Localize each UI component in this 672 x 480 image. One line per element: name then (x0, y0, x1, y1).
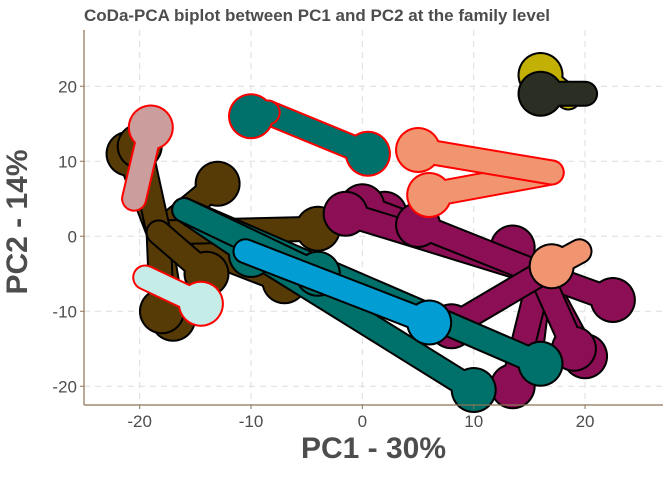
x-tick-label: 10 (464, 412, 483, 431)
series-8-arrow-0 (528, 238, 593, 290)
y-tick-label: 0 (68, 227, 77, 246)
series-4-arrow-0 (132, 264, 224, 327)
x-tick-label: -20 (127, 412, 152, 431)
arrow-head (408, 174, 451, 216)
arrow-head (552, 327, 595, 370)
series-10-arrow-0 (517, 70, 599, 117)
series-1-arrow-8 (395, 202, 554, 287)
arrow-head (346, 132, 389, 175)
series-3-arrow-0 (232, 238, 453, 346)
y-tick-label: -10 (52, 302, 77, 321)
x-tick-label: 20 (576, 412, 595, 431)
y-tick-label: 10 (58, 152, 77, 171)
series-6-arrow-1 (228, 93, 281, 140)
arrow-head (530, 245, 573, 288)
arrow-layer (105, 52, 636, 413)
arrow-head (230, 95, 273, 138)
x-tick-label: 0 (358, 412, 367, 431)
arrow-head (408, 301, 451, 344)
series-0-arrow-7 (145, 219, 230, 297)
arrow-head (179, 282, 222, 325)
arrow-head (129, 106, 172, 149)
arrow-head (519, 342, 562, 385)
arrow-shaft (407, 214, 552, 285)
x-axis-title: PC1 - 30% (300, 432, 447, 465)
arrow-shaft (234, 240, 441, 334)
arrow-head (591, 279, 634, 321)
axis-layer: -20 -10 0 10 20 -20 -10 0 10 20 (52, 30, 663, 431)
series-5-arrow-0 (121, 104, 174, 212)
chart-title: CoDa-PCA biplot between PC1 and PC2 at t… (84, 6, 551, 25)
y-tick-label: 20 (58, 77, 77, 96)
arrow-head (452, 369, 495, 411)
y-axis-title: PC2 - 14% (1, 149, 34, 295)
y-tick-label: -20 (52, 377, 77, 396)
arrow-shaft (407, 139, 563, 184)
series-7-arrow-1 (395, 127, 565, 186)
arrow-head (324, 192, 367, 235)
x-tick-label: -10 (239, 412, 264, 431)
arrow-head (196, 162, 239, 205)
series-6-arrow-0 (254, 99, 391, 177)
arrow-head (397, 129, 440, 171)
arrow-head (519, 72, 562, 115)
